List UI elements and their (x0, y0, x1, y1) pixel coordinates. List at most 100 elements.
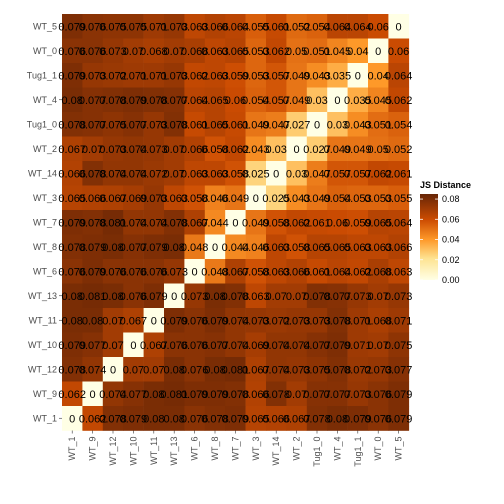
heatmap-cell (102, 357, 124, 382)
cell-value-label: 0.061 (385, 168, 413, 180)
cell-value-label: 0.077 (79, 119, 107, 131)
heatmap-cell (245, 332, 267, 358)
heatmap-cell (388, 136, 410, 162)
heatmap-cell (123, 38, 144, 64)
cell-value-label: 0.073 (99, 46, 127, 58)
cell-value-label: 0.073 (283, 315, 311, 327)
cell-value-label: 0.04 (347, 46, 368, 58)
y-tick-label: WT_2 (33, 144, 57, 154)
heatmap-cell (327, 185, 348, 211)
cell-value-label: 0.081 (160, 389, 188, 401)
heatmap-cell (82, 38, 104, 64)
cell-value-label: 0.03 (265, 144, 286, 156)
heatmap-cell (102, 136, 124, 162)
heatmap-cell (347, 259, 369, 284)
cell-value-label: 0.062 (262, 46, 290, 58)
heatmap-cell (306, 381, 328, 407)
cell-value-label: 0.078 (303, 291, 331, 303)
cell-value-label: 0.061 (303, 266, 331, 278)
cell-value-label: 0.079 (79, 266, 107, 278)
heatmap-cell (286, 38, 308, 64)
cell-value-label: 0.043 (283, 193, 311, 205)
heatmap-cell (62, 357, 83, 382)
cell-value-label: 0.074 (262, 364, 290, 376)
heatmap-cell (327, 283, 348, 309)
legend-colorbar (420, 194, 438, 280)
heatmap-cell (306, 112, 328, 137)
cell-value-label: 0.063 (181, 21, 209, 33)
legend-title: JS Distance (420, 180, 471, 190)
heatmap-cell (82, 406, 104, 431)
heatmap-cell (123, 87, 144, 113)
cell-value-label: 0.076 (120, 266, 148, 278)
heatmap-cell (82, 63, 104, 88)
heatmap-cell (123, 136, 144, 162)
y-tick-label: WT_6 (33, 266, 57, 276)
heatmap-cell (245, 112, 267, 137)
heatmap-cell (286, 63, 308, 88)
heatmap-cell (204, 14, 226, 39)
heatmap-cell (123, 63, 144, 88)
cell-value-label: 0.065 (58, 193, 86, 205)
heatmap-cell (225, 136, 246, 162)
cell-value-label: 0.07 (102, 315, 123, 327)
cell-value-label: 0.075 (99, 119, 127, 131)
heatmap-cell (204, 38, 226, 64)
heatmap-cell (245, 259, 267, 284)
x-tick-label: WT_1 (67, 437, 77, 461)
cell-value-label: 0.07 (265, 291, 286, 303)
cell-value-label: 0.08 (204, 364, 225, 376)
heatmap-cell (388, 332, 410, 358)
heatmap-cell (368, 406, 389, 431)
cell-value-label: 0.053 (344, 193, 372, 205)
heatmap-cell (164, 381, 185, 407)
heatmap-cell (123, 161, 144, 186)
heatmap-cell (245, 234, 267, 260)
heatmap-cell (164, 63, 185, 88)
cell-value-label: 0.074 (99, 168, 127, 180)
heatmap-cell (225, 283, 246, 309)
heatmap-cell (368, 283, 389, 309)
heatmap-cell (225, 185, 246, 211)
cell-value-label: 0.063 (160, 193, 188, 205)
y-tick-label: WT_8 (33, 242, 57, 252)
heatmap-cell (204, 381, 226, 407)
cell-value-label: 0 (396, 21, 402, 33)
cell-value-label: 0.078 (58, 364, 86, 376)
heatmap-cell (164, 283, 185, 309)
heatmap-cell (143, 283, 165, 309)
heatmap-cell (327, 381, 348, 407)
heatmap-cell (143, 234, 165, 260)
cell-value-label: 0.054 (385, 119, 413, 131)
cell-value-label: 0.065 (364, 217, 392, 229)
cell-value-label: 0.068 (181, 46, 209, 58)
heatmap-cell (143, 185, 165, 211)
heatmap-cell (225, 332, 246, 358)
heatmap-cell (368, 112, 389, 137)
x-tick-label: WT_14 (271, 437, 281, 466)
cell-value-label: 0.079 (324, 340, 352, 352)
cell-value-label: 0.074 (79, 364, 107, 376)
cell-value-label: 0.066 (283, 266, 311, 278)
heatmap-cell (388, 308, 410, 333)
heatmap-cell (62, 185, 83, 211)
cell-value-label: 0.063 (201, 46, 229, 58)
cell-value-label: 0.073 (79, 70, 107, 82)
heatmap-cell (82, 357, 104, 382)
heatmap-cell (102, 283, 124, 309)
heatmap-cell (286, 234, 308, 260)
cell-value-label: 0.058 (201, 144, 229, 156)
heatmap-cell (143, 332, 165, 358)
cell-value-label: 0 (192, 266, 198, 278)
heatmap-cell (82, 234, 104, 260)
cell-value-label: 0.057 (344, 168, 372, 180)
cell-value-label: 0.066 (242, 389, 270, 401)
heatmap-cell (164, 308, 185, 333)
cell-value-label: 0.044 (222, 242, 250, 254)
cell-value-label: 0.047 (303, 168, 331, 180)
heatmap-cell (266, 185, 287, 211)
heatmap-cell (123, 112, 144, 137)
cell-value-label: 0.077 (385, 364, 413, 376)
x-tick-label: WT_0 (373, 437, 383, 461)
heatmap-cell (102, 381, 124, 407)
